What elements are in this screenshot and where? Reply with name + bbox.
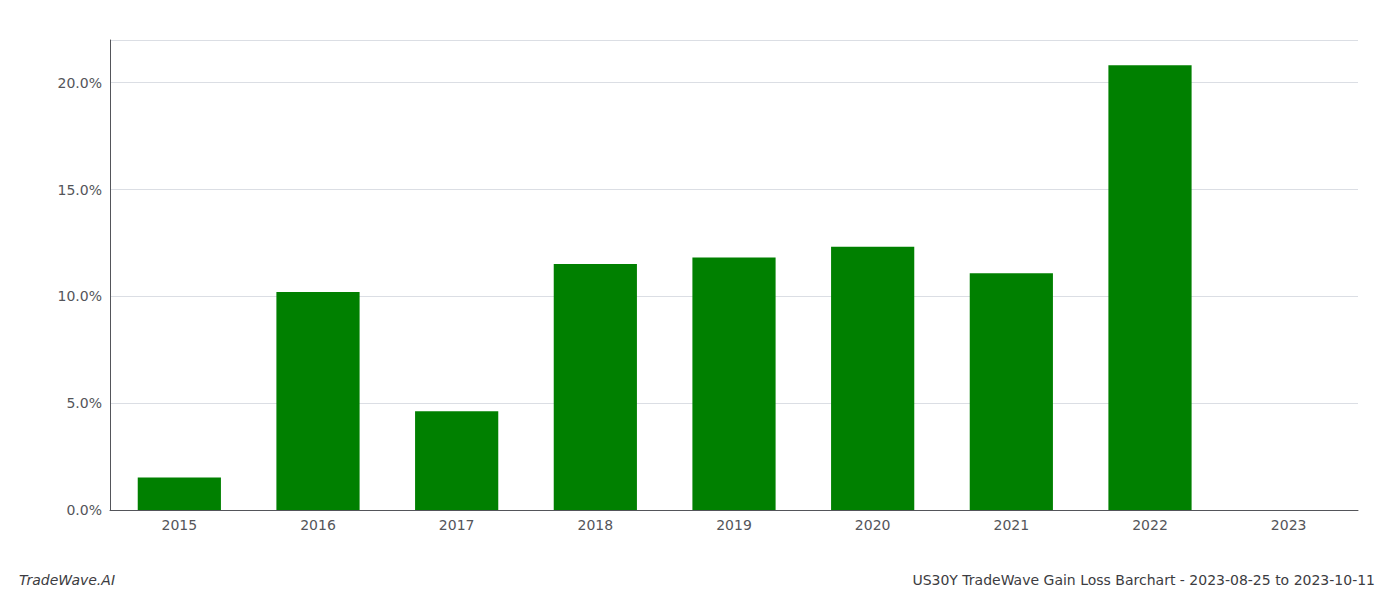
svg-text:2015: 2015 [162, 517, 198, 533]
svg-text:2018: 2018 [578, 517, 614, 533]
svg-text:2020: 2020 [855, 517, 891, 533]
svg-text:TradeWave.AI: TradeWave.AI [19, 572, 115, 588]
svg-text:10.0%: 10.0% [58, 288, 102, 304]
svg-text:2019: 2019 [716, 517, 752, 533]
svg-text:2021: 2021 [994, 517, 1030, 533]
svg-text:2023: 2023 [1271, 517, 1307, 533]
svg-text:2022: 2022 [1132, 517, 1168, 533]
svg-text:2016: 2016 [300, 517, 336, 533]
svg-text:2017: 2017 [439, 517, 475, 533]
svg-text:20.0%: 20.0% [58, 75, 102, 91]
svg-text:US30Y TradeWave Gain Loss Barc: US30Y TradeWave Gain Loss Barchart - 202… [912, 572, 1375, 588]
svg-text:5.0%: 5.0% [66, 395, 102, 411]
svg-text:15.0%: 15.0% [58, 182, 102, 198]
svg-text:0.0%: 0.0% [66, 502, 102, 518]
